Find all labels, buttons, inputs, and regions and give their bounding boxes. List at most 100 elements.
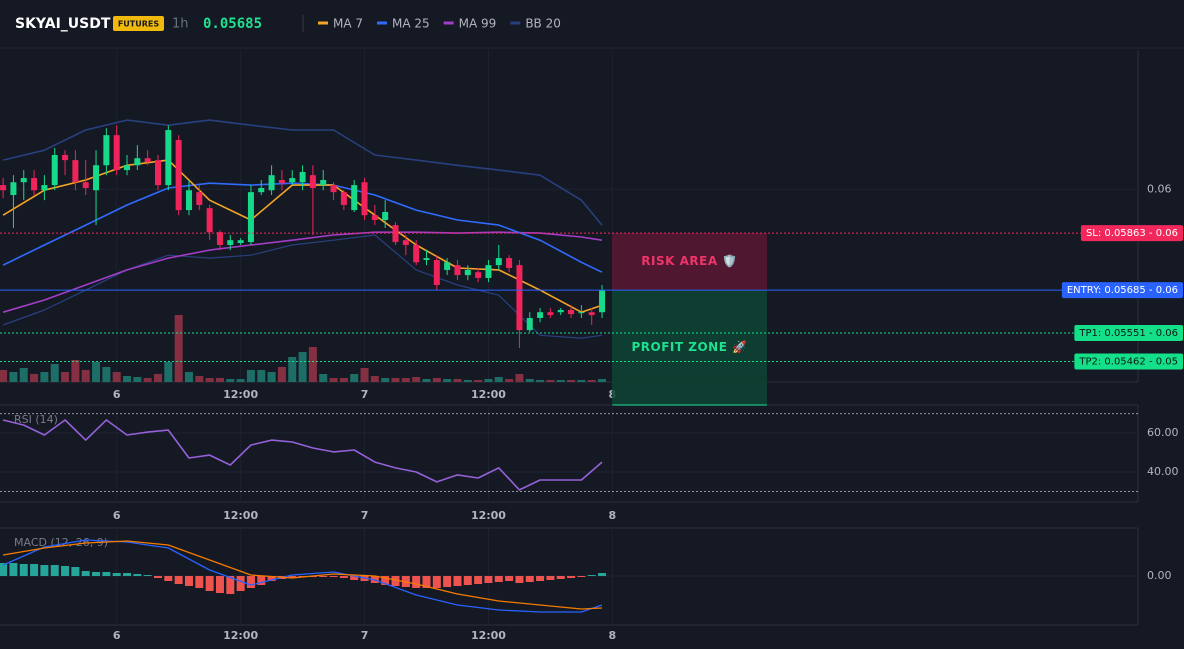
macd-histogram-bar [236,576,245,591]
volume-bar [153,374,162,382]
candle-body [41,185,48,191]
macd-histogram-bar [257,576,266,585]
macd-histogram-bar [123,573,132,576]
macd-histogram-bar [577,576,586,577]
macd-histogram-bar [92,572,101,576]
macd-histogram-bar [0,563,8,576]
macd-histogram-bar [288,576,297,578]
volume-bar [401,378,410,382]
volume-bar [484,379,493,382]
macd-histogram-bar [463,576,472,585]
candle-body [361,182,368,216]
volume-bar [515,374,524,382]
candle-body [134,158,141,166]
macd-histogram-bar [143,575,152,576]
x-tick-label: 12:00 [471,509,506,522]
volume-bar [412,377,421,382]
volume-bar [19,368,28,382]
volume-bar [174,315,183,382]
x-tick-label: 6 [113,509,121,522]
candle-body [258,187,265,193]
volume-bar [546,380,555,382]
y-tick-label: 40.00 [1147,465,1179,478]
macd-histogram-bar [412,576,421,588]
volume-bar [0,370,8,382]
candle-body [62,155,69,161]
volume-bar [556,380,565,382]
volume-bar [205,378,214,382]
candle-body [268,175,275,191]
candle-body [51,155,58,186]
volume-bar [587,380,596,382]
macd-histogram-bar [505,576,514,581]
candle-body [547,312,554,316]
candle-body [464,269,471,276]
candle-body [227,240,234,245]
macd-histogram-bar [422,576,431,588]
volume-bar [298,352,307,382]
volume-bar [133,377,142,382]
level-label-box [1074,353,1183,370]
candle-body [278,179,285,184]
interval: 1h [172,17,189,32]
x-tick-label: 8 [609,629,617,642]
symbol: SKYAI_USDT [15,16,111,32]
candle-body [247,192,254,243]
macd-line [2,540,603,610]
volume-bar [463,380,472,382]
legend-label: BB 20 [525,17,561,31]
level-label: ENTRY: 0.05685 - 0.06 [1067,285,1178,296]
volume-bar [432,378,441,382]
candle-body [124,165,131,171]
badge: FUTURES [118,20,160,29]
volume-bar [277,367,286,382]
macd-histogram-bar [50,565,59,576]
candle-body [599,290,606,313]
x-tick-label: 7 [361,388,369,401]
volume-bar [536,380,545,382]
macd-histogram-bar [9,563,18,576]
volume-bar [360,368,369,382]
macd-histogram-bar [153,576,162,578]
x-tick-label: 12:00 [471,388,506,401]
macd-histogram-bar [215,576,224,593]
macd-histogram-bar [432,576,441,588]
volume-bar [92,362,101,382]
volume-bar [453,379,462,382]
level-label-box [1074,325,1183,342]
macd-histogram-bar [567,576,576,578]
candle-body [413,244,420,263]
candle-body [185,190,192,211]
volume-bar [184,372,193,382]
macd-histogram-bar [195,576,204,588]
candle-body [289,178,296,183]
candle-body [495,258,502,266]
macd-histogram-bar [164,576,173,581]
candle-body [20,178,27,183]
macd-histogram-bar [81,571,90,576]
macd-histogram-bar [453,576,462,586]
candle-body [485,265,492,278]
volume-bar [381,378,390,382]
macd-histogram-bar [474,576,483,584]
macd-histogram-bar [339,576,348,578]
candle-body [588,312,595,316]
ma-line [2,119,603,226]
level-label: SL: 0.05863 - 0.06 [1086,228,1178,239]
volume-bar [40,372,49,382]
zone-label: PROFIT ZONE 🚀 [631,340,747,354]
x-tick-label: 12:00 [223,388,258,401]
volume-bar [339,378,348,382]
candle-body [175,139,182,211]
x-tick-label: 12:00 [223,629,258,642]
legend-label: MA 7 [333,17,363,31]
volume-bar [143,378,152,382]
candle-body [557,309,564,313]
candle-body [103,135,110,166]
candle-body [537,312,544,318]
level-label-box [1080,225,1183,242]
candle-body [154,160,161,186]
candle-body [433,260,440,285]
volume-bar [474,380,483,382]
